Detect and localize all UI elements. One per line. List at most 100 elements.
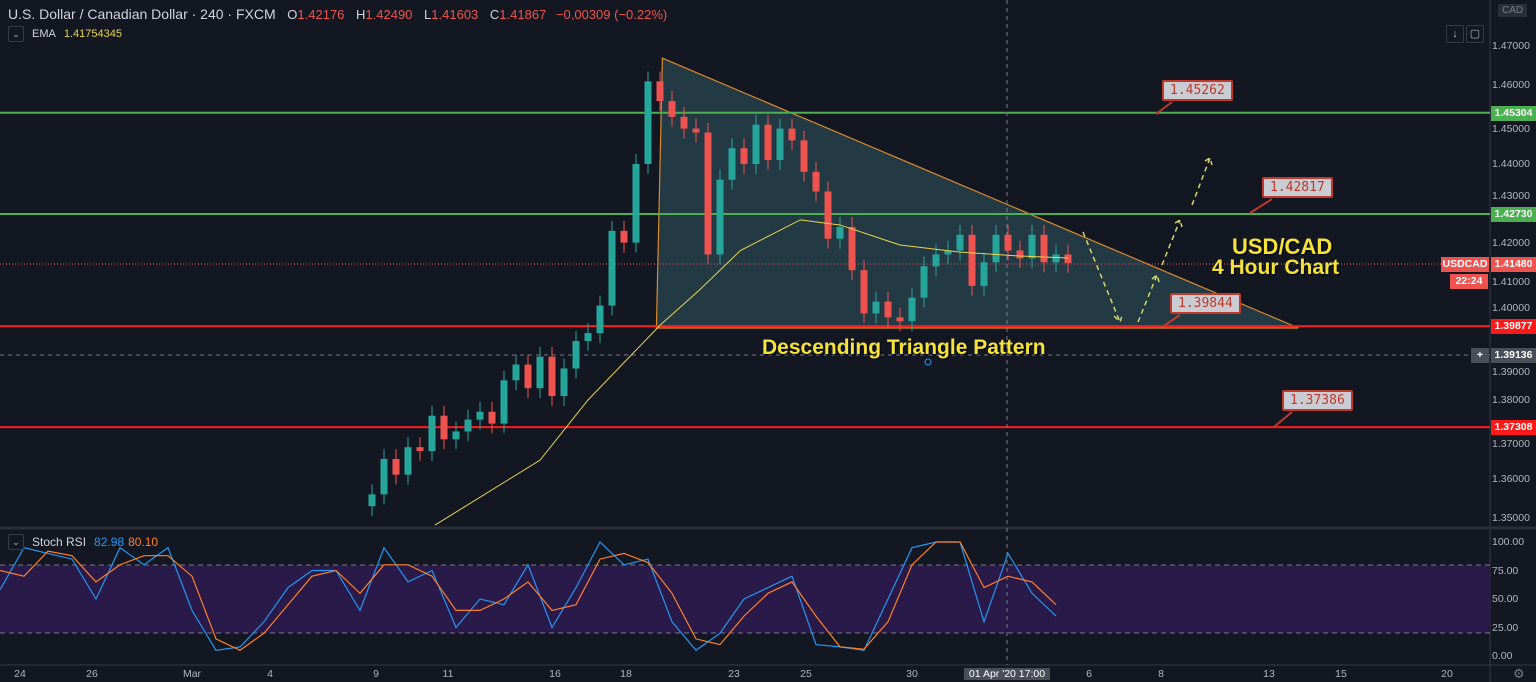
level-tag-2: 1.42730 [1491, 207, 1536, 222]
candle-body [800, 140, 808, 172]
stoch-tick: 75.00 [1492, 564, 1519, 577]
candle-body [848, 226, 856, 271]
candle-body [836, 226, 844, 239]
ema-legend[interactable]: ⌄ EMA 1.41754345 [8, 26, 122, 42]
symbol-header: U.S. Dollar / Canadian Dollar · 240 · FX… [8, 6, 668, 22]
callout-2[interactable]: 1.42817 [1262, 177, 1333, 198]
stoch-legend[interactable]: ⌄ Stoch RSI 82.98 80.10 [8, 534, 158, 550]
candle-body [752, 124, 760, 164]
callout-3[interactable]: 1.39844 [1170, 293, 1241, 314]
scroll-down-icon[interactable]: ↓ [1446, 25, 1464, 43]
candle-body [524, 364, 532, 389]
price-tick: 1.37000 [1492, 438, 1530, 450]
candle-body [500, 380, 508, 424]
candle-body [464, 419, 472, 432]
stoch-d-value: 80.10 [128, 535, 159, 549]
candle-body [716, 179, 724, 255]
stoch-d-line [0, 541, 1057, 651]
candle-body [944, 250, 952, 255]
settings-gear-icon[interactable]: ⚙ [1513, 666, 1525, 681]
open-value: 1.42176 [297, 7, 345, 22]
level-tag-4: 1.37308 [1491, 420, 1536, 435]
candle-body [860, 270, 868, 314]
crosshair-plus-icon[interactable]: + [1471, 348, 1489, 363]
time-tick: Mar [182, 668, 202, 680]
time-tick: 13 [1263, 668, 1275, 680]
candle-body [1028, 234, 1036, 259]
candle-body [476, 411, 484, 420]
stoch-tick: 25.00 [1492, 621, 1519, 634]
candle-body [1016, 250, 1024, 259]
candle-body [416, 447, 424, 452]
time-tick: 9 [373, 668, 379, 680]
triangle-drawing[interactable] [655, 57, 1299, 329]
candle-body [896, 317, 904, 322]
candle-body [584, 333, 592, 341]
arrow-up-3 [1191, 156, 1213, 206]
arrow-up-2 [1161, 218, 1183, 266]
time-tick: 25 [800, 668, 812, 680]
chevron-down-icon[interactable]: ⌄ [8, 534, 24, 550]
candle-body [908, 297, 916, 322]
time-tick: 4 [267, 668, 273, 680]
candle-body [932, 254, 940, 267]
price-tick: 1.46000 [1492, 79, 1530, 91]
time-tick: 30 [906, 668, 918, 680]
candle-body [404, 447, 412, 475]
horizontal-levels[interactable] [0, 111, 1490, 429]
candle-body [980, 262, 988, 286]
candle-body [644, 81, 652, 164]
callout-1[interactable]: 1.45262 [1162, 80, 1233, 101]
time-tick: 18 [620, 668, 632, 680]
crosshair-price-tag: 1.39136 [1491, 348, 1536, 363]
candle-body [428, 415, 436, 452]
price-tick: 1.38000 [1492, 394, 1530, 406]
fullscreen-icon[interactable]: ▢ [1466, 25, 1484, 43]
candle-body [620, 230, 628, 243]
chart-title-line2[interactable]: 4 Hour Chart [1212, 256, 1340, 279]
marker-circle [924, 358, 932, 366]
stoch-k-value: 82.98 [94, 535, 125, 549]
chart-title-line1[interactable]: USD/CAD [1232, 234, 1333, 259]
candle-body [680, 116, 688, 129]
stoch-tick: 50.00 [1492, 593, 1519, 605]
candle-body [812, 171, 820, 192]
candle-body [560, 368, 568, 397]
currency-badge[interactable]: CAD [1498, 4, 1528, 17]
low-value: 1.41603 [431, 7, 479, 22]
symbol-tag: USDCAD [1441, 257, 1489, 272]
pattern-label[interactable]: Descending Triangle Pattern [762, 336, 1046, 359]
bar-countdown: 22:24 [1450, 274, 1488, 289]
close-value: 1.41867 [499, 7, 547, 22]
chevron-down-icon[interactable]: ⌄ [8, 26, 24, 42]
candle-body [368, 494, 376, 507]
candle-body [572, 340, 580, 369]
time-tick: 01 Apr '20 17:00 [963, 668, 1051, 680]
candle-body [440, 415, 448, 440]
candle-body [380, 458, 388, 495]
candle-body [488, 411, 496, 424]
candle-body [968, 234, 976, 286]
time-tick: 20 [1441, 668, 1453, 680]
price-tick: 1.35000 [1492, 512, 1530, 524]
ema-label: EMA [32, 28, 56, 40]
candle-body [776, 128, 784, 161]
price-tick: 1.40000 [1492, 302, 1530, 314]
change-value: −0.00309 (−0.22%) [555, 7, 668, 22]
ema-value: 1.41754345 [63, 28, 122, 40]
candles [368, 71, 1072, 516]
candle-body [740, 148, 748, 164]
time-tick: 16 [549, 668, 561, 680]
stoch-tick: 0.00 [1492, 650, 1513, 662]
candle-body [764, 124, 772, 161]
symbol-title[interactable]: U.S. Dollar / Canadian Dollar · 240 · FX… [8, 6, 276, 22]
time-tick: 15 [1335, 668, 1347, 680]
time-tick: 24 [14, 668, 26, 680]
current-price-tag: 1.41480 [1491, 257, 1536, 272]
candle-body [512, 364, 520, 381]
price-tick: 1.41000 [1492, 276, 1530, 288]
candle-body [884, 301, 892, 318]
candle-body [728, 148, 736, 180]
callout-4[interactable]: 1.37386 [1282, 390, 1353, 411]
